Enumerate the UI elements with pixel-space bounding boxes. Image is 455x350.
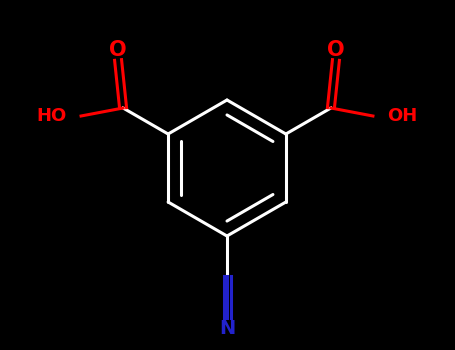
Text: OH: OH (387, 107, 417, 125)
Text: HO: HO (37, 107, 67, 125)
Text: O: O (109, 40, 127, 60)
Text: O: O (327, 40, 345, 60)
Text: N: N (219, 320, 235, 338)
